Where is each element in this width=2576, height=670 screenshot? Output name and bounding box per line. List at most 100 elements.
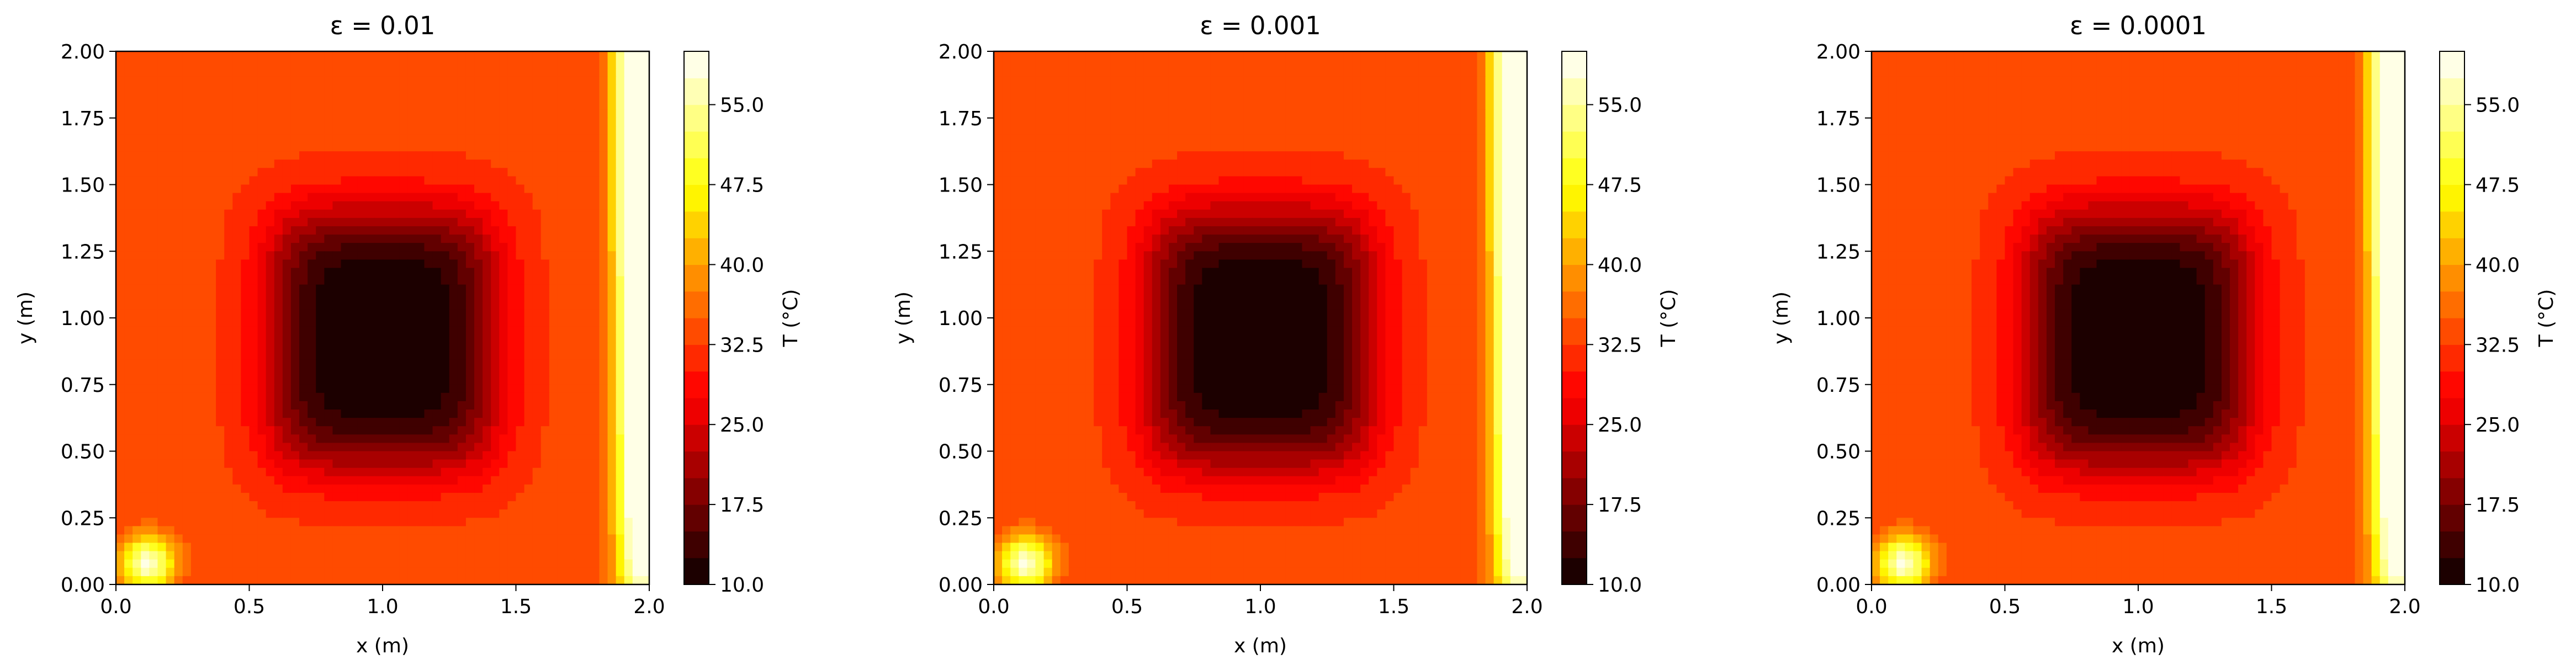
field-cell [157, 359, 167, 369]
field-cell [224, 259, 234, 269]
field-cell [624, 426, 633, 435]
field-cell [1518, 134, 1528, 143]
field-cell [1035, 126, 1045, 135]
field-cell [232, 101, 242, 110]
field-cell [1318, 101, 1328, 110]
field-cell [1460, 84, 1470, 94]
field-cell [174, 168, 183, 177]
field-cell [290, 401, 300, 410]
field-cell [365, 459, 375, 469]
field-cell [499, 293, 508, 302]
field-cell [457, 293, 467, 302]
field-cell [432, 492, 442, 502]
field-cell [1068, 143, 1078, 152]
field-cell [332, 259, 342, 269]
field-cell [1035, 109, 1045, 119]
field-cell [1210, 134, 1220, 143]
field-cell [1068, 109, 1078, 119]
field-cell [399, 168, 409, 177]
field-cell [1377, 134, 1386, 143]
field-cell [432, 68, 442, 77]
field-cell [1469, 84, 1478, 94]
field-cell [166, 492, 175, 502]
field-cell [1410, 126, 1419, 135]
field-cell [1019, 84, 1028, 94]
field-cell [1327, 109, 1336, 119]
field-cell [1060, 134, 1069, 143]
field-cell [632, 293, 642, 302]
field-cell [399, 543, 409, 552]
field-cell [1260, 143, 1269, 152]
field-cell [1493, 51, 1503, 60]
field-cell [599, 101, 608, 110]
field-cell [132, 501, 142, 510]
field-cell [266, 476, 275, 485]
field-cell [332, 476, 342, 485]
field-cell [407, 151, 417, 161]
field-cell [582, 193, 592, 202]
field-cell [374, 217, 383, 227]
field-cell [557, 251, 566, 260]
field-cell [441, 318, 450, 327]
field-cell [174, 184, 183, 194]
field-cell [441, 534, 450, 544]
field-cell [474, 284, 483, 294]
field-cell [540, 551, 550, 560]
field-cell [457, 376, 467, 385]
field-cell [449, 368, 458, 377]
field-cell [449, 518, 458, 527]
colorbar-band [684, 78, 709, 105]
field-cell [365, 443, 375, 452]
field-cell [124, 551, 133, 560]
field-cell [424, 60, 433, 68]
field-cell [365, 184, 375, 194]
field-cell [399, 443, 409, 452]
field-cell [199, 576, 208, 585]
field-cell [357, 84, 367, 94]
field-cell [374, 259, 383, 269]
field-cell [491, 168, 500, 177]
field-cell [391, 235, 400, 243]
field-cell [591, 501, 600, 510]
field-cell [182, 284, 192, 294]
field-cell [516, 159, 525, 169]
field-cell [349, 84, 358, 94]
field-cell [1110, 101, 1120, 110]
field-cell [1002, 126, 1011, 135]
field-cell [483, 418, 492, 427]
field-cell [524, 68, 533, 77]
field-cell [174, 209, 183, 219]
field-cell [424, 143, 433, 152]
field-cell [1277, 51, 1286, 60]
field-cell [1452, 109, 1461, 119]
field-cell [224, 159, 234, 169]
field-cell [216, 451, 225, 460]
field-cell [365, 467, 375, 477]
field-cell [182, 484, 192, 493]
field-cell [491, 459, 500, 469]
field-cell [1369, 126, 1378, 135]
field-cell [499, 426, 508, 435]
field-cell [1110, 126, 1120, 135]
field-cell [1068, 126, 1078, 135]
field-cell [574, 351, 584, 360]
field-cell [149, 51, 158, 60]
field-cell [1418, 151, 1428, 161]
field-cell [483, 318, 492, 327]
field-cell [566, 426, 575, 435]
field-cell [507, 93, 517, 102]
field-cell [1160, 101, 1169, 110]
field-cell [1202, 76, 1211, 86]
field-cell [624, 518, 633, 527]
field-cell [1502, 126, 1511, 135]
field-cell [166, 251, 175, 260]
field-cell [182, 551, 192, 560]
field-cell [324, 217, 333, 227]
field-cell [1435, 93, 1444, 102]
field-cell [407, 243, 417, 252]
field-cell [132, 93, 142, 102]
field-cell [216, 268, 225, 277]
field-cell [282, 101, 291, 110]
field-cell [491, 434, 500, 444]
field-cell [1277, 101, 1286, 110]
